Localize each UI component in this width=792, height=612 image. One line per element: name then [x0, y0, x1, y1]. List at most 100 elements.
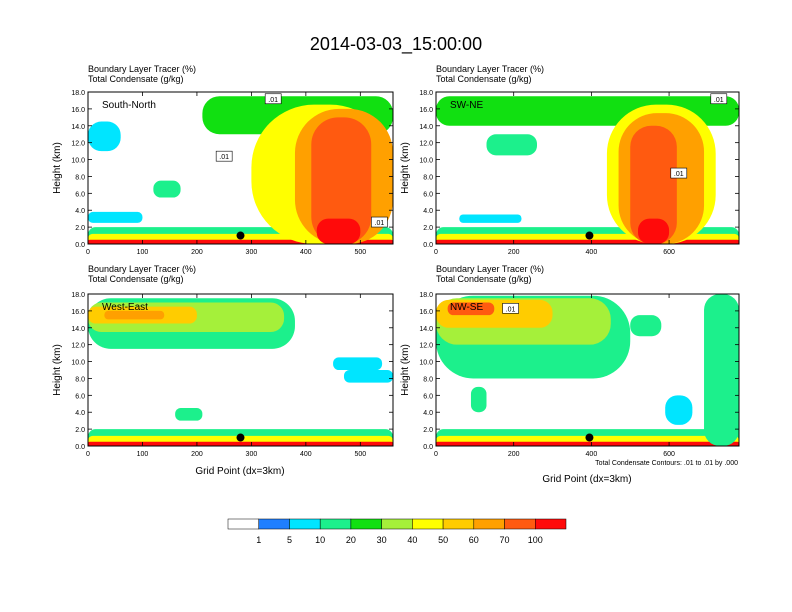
x-tick-label: 100	[137, 451, 149, 458]
colorbar-swatch	[350, 518, 382, 530]
y-tick-label: 2.0	[75, 427, 85, 434]
contour-label: .01	[714, 97, 724, 104]
x-tick-label: 200	[508, 249, 520, 256]
colorbar-label: 100	[528, 535, 543, 545]
colorbar-label: 30	[377, 535, 387, 545]
colorbar-swatch	[381, 518, 413, 530]
panel-header-line2: Total Condensate (g/kg)	[88, 74, 184, 84]
colorbar-label: 10	[315, 535, 325, 545]
tracer-region	[436, 239, 739, 244]
panel-sw-ne: .01 .01 0.0 2.0 4.0 6.0 8.0 10.0 12.0 14.0 16.0 18.…	[419, 90, 740, 256]
x-tick-label: 400	[300, 451, 312, 458]
panels: .01 .01 .01 0.0 2.0 4.0 6.0 8.0 10.0 12.0 14.0 16.0…	[71, 90, 740, 458]
y-axis-label: Height (km)	[400, 142, 411, 194]
x-tick-label: 300	[246, 249, 258, 256]
colorbar-label: 5	[287, 535, 292, 545]
tracer-region	[459, 214, 522, 223]
panel-header-line1: Boundary Layer Tracer (%)	[436, 264, 544, 274]
panel-title: SW-NE	[450, 100, 483, 111]
panel-title: West-East	[102, 302, 148, 313]
tracer-field: .01 .01 .01	[88, 93, 393, 244]
y-tick-label: 0.0	[75, 444, 85, 451]
y-tick-label: 10.0	[419, 158, 433, 165]
y-tick-label: 14.0	[419, 124, 433, 131]
colorbar-swatch	[504, 518, 536, 530]
contour-label-box	[710, 93, 728, 105]
panel-west-east: 0.0 2.0 4.0 6.0 8.0 10.0 12.0 14.0 16.0 18.0 0 100 2…	[71, 292, 394, 458]
colorbar-swatch	[535, 518, 567, 530]
contour-label: .01	[674, 171, 684, 178]
y-tick-label: 6.0	[423, 191, 433, 198]
colorbar-swatch	[442, 518, 475, 530]
y-tick-label: 18.0	[71, 90, 85, 97]
colorbar-label: 40	[407, 535, 417, 545]
location-marker	[585, 231, 594, 240]
panel-title: NW-SE	[450, 302, 483, 313]
tracer-region	[630, 315, 662, 337]
colorbar-label: 20	[346, 535, 356, 545]
tracer-region	[175, 408, 203, 421]
y-tick-label: 14.0	[419, 326, 433, 333]
tracer-region	[638, 218, 670, 244]
y-tick-label: 8.0	[75, 376, 85, 383]
tracer-region	[88, 441, 393, 446]
y-tick-label: 2.0	[423, 427, 433, 434]
contour-label: .01	[219, 154, 229, 161]
y-tick-label: 18.0	[419, 292, 433, 299]
plot-frame	[87, 91, 394, 245]
y-tick-label: 10.0	[419, 360, 433, 367]
x-tick-label: 0	[86, 451, 90, 458]
tracer-region	[630, 125, 677, 244]
y-tick-label: 14.0	[71, 326, 85, 333]
location-marker	[585, 433, 594, 442]
x-tick-label: 200	[191, 249, 203, 256]
y-tick-label: 12.0	[71, 141, 85, 148]
y-tick-label: 12.0	[71, 343, 85, 350]
y-tick-label: 6.0	[423, 393, 433, 400]
tracer-region	[447, 302, 495, 316]
colorbar-swatch	[258, 518, 290, 530]
tracer-region	[104, 310, 165, 320]
contour-label: .01	[268, 97, 278, 104]
tracer-region	[311, 117, 372, 244]
panel-nw-se: .01 0.0 2.0 4.0 6.0 8.0 10.0 12.0 14.0 16.0 18.0 0 2…	[419, 292, 740, 458]
y-tick-label: 16.0	[71, 107, 85, 114]
y-tick-label: 18.0	[71, 292, 85, 299]
x-tick-label: 0	[86, 249, 90, 256]
y-tick-label: 0.0	[423, 444, 433, 451]
y-tick-label: 10.0	[71, 158, 85, 165]
tracer-region	[704, 294, 739, 446]
x-axis-label: Grid Point (dx=3km)	[195, 466, 284, 477]
x-axis-label: Grid Point (dx=3km)	[542, 474, 631, 485]
y-tick-label: 8.0	[75, 174, 85, 181]
y-axis-label: Height (km)	[52, 142, 63, 194]
y-tick-label: 4.0	[423, 410, 433, 417]
contour-label-box	[502, 303, 519, 314]
x-tick-label: 400	[300, 249, 312, 256]
colorbar-swatch	[473, 518, 505, 530]
location-marker	[236, 231, 245, 240]
plot-frame	[87, 293, 394, 447]
panel-title: South-North	[102, 100, 156, 111]
colorbar-label: 60	[469, 535, 479, 545]
y-tick-label: 16.0	[419, 309, 433, 316]
x-tick-label: 0	[434, 451, 438, 458]
panel-header-line1: Boundary Layer Tracer (%)	[436, 64, 544, 74]
y-tick-label: 14.0	[71, 124, 85, 131]
x-tick-label: 200	[191, 451, 203, 458]
x-tick-label: 300	[246, 451, 258, 458]
panel-header-line2: Total Condensate (g/kg)	[436, 274, 532, 284]
y-tick-label: 8.0	[423, 376, 433, 383]
tracer-region	[470, 386, 487, 413]
y-tick-label: 4.0	[75, 410, 85, 417]
y-tick-label: 12.0	[419, 343, 433, 350]
x-tick-label: 0	[434, 249, 438, 256]
x-tick-label: 600	[663, 249, 675, 256]
plot-frame	[435, 293, 740, 447]
y-tick-label: 6.0	[75, 393, 85, 400]
location-marker	[236, 433, 245, 442]
colorbar: 1 5 10 20 30 40 50 60 70 100	[227, 518, 567, 545]
x-tick-label: 100	[137, 249, 149, 256]
y-axis-label: Height (km)	[400, 344, 411, 396]
